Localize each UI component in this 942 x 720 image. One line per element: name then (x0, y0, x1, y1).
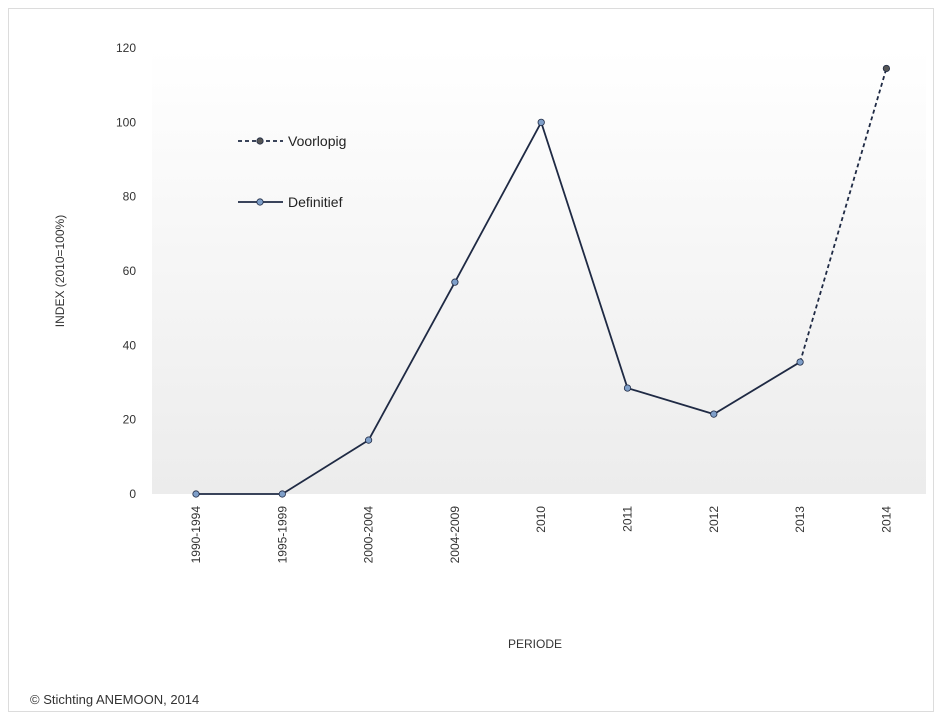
y-axis-title: INDEX (2010=100%) (53, 215, 67, 327)
series-line-voorlopig (799, 68, 888, 363)
copyright-footer: © Stichting ANEMOON, 2014 (30, 692, 200, 707)
data-point-definitief (451, 278, 459, 286)
y-tick-label: 100 (116, 115, 136, 129)
y-tick-label: 0 (129, 487, 136, 501)
legend: Voorlopig Definitief (238, 133, 346, 210)
x-tick-label: 1990-1994 (189, 506, 203, 564)
plot-area (152, 48, 926, 494)
series-line-definitief (196, 120, 801, 495)
legend-label-definitief: Definitief (288, 194, 343, 210)
x-tick-label: 2013 (793, 506, 807, 533)
x-tick-label: 2011 (621, 506, 635, 532)
chart-frame (8, 8, 934, 712)
data-point-definitief (710, 410, 718, 418)
data-point-definitief (192, 490, 200, 498)
x-tick-label: 2014 (879, 506, 893, 533)
x-tick-label: 2012 (707, 506, 721, 533)
data-point-definitief (623, 384, 632, 392)
data-point-definitief (278, 490, 286, 498)
data-point-definitief (796, 358, 804, 366)
x-tick-label: 2010 (534, 506, 548, 533)
legend-marker (256, 137, 264, 145)
y-tick-label: 60 (123, 264, 137, 278)
y-tick-label: 40 (123, 338, 137, 352)
legend-label-voorlopig: Voorlopig (288, 133, 346, 149)
x-tick-label: 2004-2009 (448, 506, 462, 564)
x-tick-label: 2000-2004 (362, 506, 376, 564)
y-tick-label: 80 (123, 190, 137, 204)
legend-marker (256, 198, 264, 206)
x-tick-label: 1995-1999 (275, 506, 289, 564)
data-point-definitief (537, 118, 545, 126)
y-tick-label: 20 (123, 413, 137, 427)
data-point-definitief (364, 436, 373, 444)
x-axis-title: PERIODE (508, 637, 562, 651)
y-tick-label: 120 (116, 41, 136, 55)
data-point-voorlopig (882, 64, 891, 73)
